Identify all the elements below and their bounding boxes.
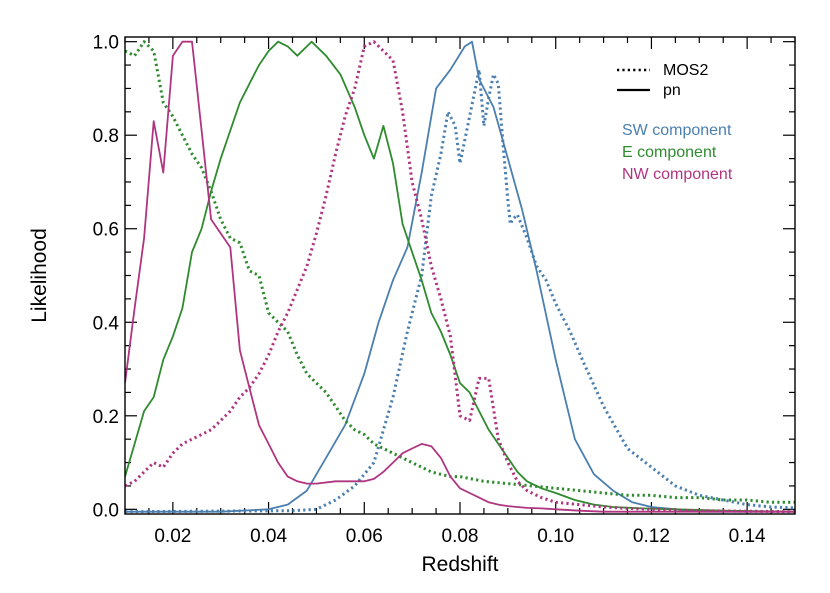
y-tick-label: 0.4 <box>93 313 120 334</box>
x-tick-label: 0.12 <box>633 526 670 547</box>
x-tick-label: 0.02 <box>154 526 191 547</box>
e-pn-series-line <box>125 40 795 513</box>
legend-nw-component: NW component <box>622 166 733 183</box>
y-tick-label: 1.0 <box>93 33 119 54</box>
nw-mos2-series-line <box>125 40 795 514</box>
x-tick-label: 0.04 <box>250 526 287 547</box>
y-axis-title: Likelihood <box>28 228 51 323</box>
x-axis-title: Redshift <box>421 553 498 576</box>
y-tick-label: 0.0 <box>93 500 119 521</box>
plot-frame <box>124 36 796 515</box>
y-tick-label: 0.2 <box>93 407 119 428</box>
x-tick-label: 0.06 <box>346 526 383 547</box>
nw-pn-series-line <box>125 40 795 513</box>
x-tick-label: 0.14 <box>729 526 766 547</box>
legend: MOS2 pn SW component E component NW componen… <box>617 62 733 183</box>
tick-labels: 0.02 0.04 0.06 0.08 0.10 0.12 0.14 0.0 0.2 0.4 0.6… <box>93 33 766 547</box>
legend-label-mos2: MOS2 <box>663 62 708 79</box>
legend-e-component: E component <box>622 144 717 161</box>
y-tick-label: 0.6 <box>93 220 119 241</box>
x-tick-label: 0.08 <box>442 526 479 547</box>
legend-sw-component: SW component <box>622 122 732 139</box>
y-tick-label: 0.8 <box>93 126 119 147</box>
series-lines <box>125 40 795 514</box>
series-group <box>125 40 795 514</box>
legend-label-pn: pn <box>663 82 681 99</box>
sw-pn-series-line <box>125 40 795 513</box>
sw-mos2-series-line <box>125 68 795 514</box>
x-tick-label: 0.10 <box>537 526 574 547</box>
e-mos2-series-line <box>125 40 795 504</box>
